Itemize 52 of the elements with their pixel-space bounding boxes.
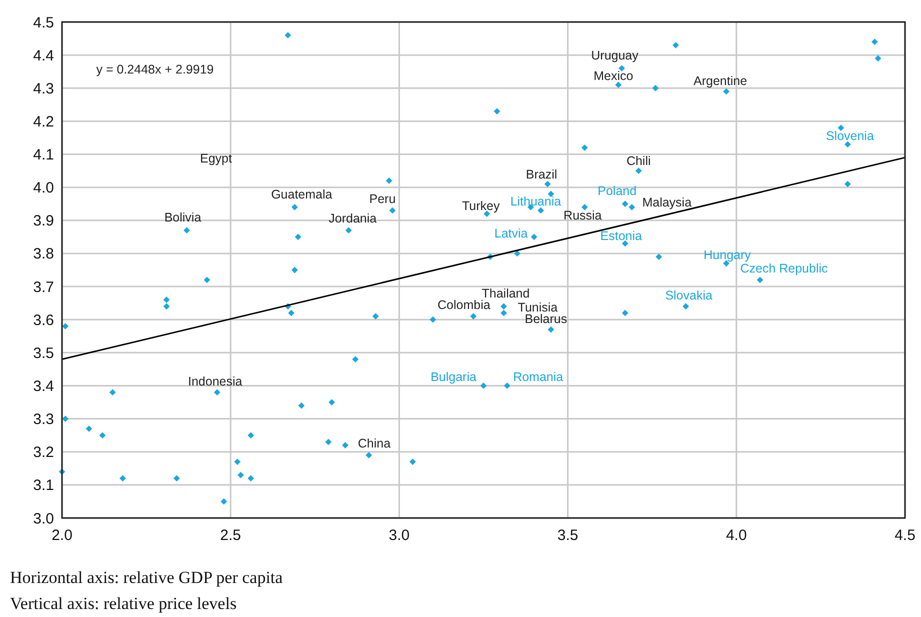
y-tick-label: 4.4	[33, 47, 54, 64]
x-tick-label: 2.0	[52, 527, 72, 544]
annotation: Lithuania	[510, 194, 562, 209]
annotation: Malaysia	[642, 196, 692, 210]
y-tick-label: 3.0	[33, 510, 54, 528]
annotation: Slovenia	[826, 129, 874, 144]
annotation: China	[358, 436, 391, 451]
annotation: Argentine	[694, 74, 748, 88]
annotation: Chili	[626, 154, 651, 168]
annotation: Peru	[369, 192, 396, 206]
annotation: Mexico	[594, 69, 634, 84]
y-tick-label: 3.7	[33, 278, 54, 296]
annotation: Hungary	[704, 248, 752, 262]
y-tick-label: 3.6	[33, 312, 54, 329]
annotation: Indonesia	[188, 374, 242, 389]
annotation: Uruguay	[591, 48, 640, 63]
y-tick-label: 3.2	[33, 444, 54, 462]
annotation: Latvia	[494, 226, 528, 240]
annotation: Czech Republic	[740, 261, 828, 276]
x-tick-label: 3.0	[388, 527, 410, 544]
y-tick-label: 4.5	[33, 14, 54, 32]
annotation: Bolivia	[164, 210, 202, 225]
y-tick-label: 4.1	[33, 146, 54, 164]
y-tick-label: 3.1	[33, 477, 54, 494]
y-tick-label: 4.2	[33, 113, 54, 130]
y-tick-label: 3.5	[33, 344, 54, 362]
annotation: Russia	[564, 208, 602, 223]
annotation: Guatemala	[271, 188, 332, 202]
text: Horizontal axis: relative GDP per capita	[10, 568, 284, 587]
annotation: y = 0.2448x + 2.9919	[96, 62, 214, 76]
y-tick-label: 3.9	[33, 212, 54, 230]
annotation: Egypt	[200, 151, 233, 166]
y-tick-label: 3.8	[33, 246, 54, 263]
y-tick-label: 4.3	[33, 80, 54, 98]
annotation: Poland	[598, 184, 637, 198]
x-tick-label: 2.5	[220, 527, 242, 544]
y-tick-label: 3.4	[33, 378, 54, 395]
text: Vertical axis: relative price levels	[10, 594, 237, 613]
annotation: Tunisia	[518, 300, 558, 314]
x-tick-label: 4.0	[726, 527, 747, 544]
annotation: Belarus	[524, 312, 568, 326]
annotation: Brazil	[526, 167, 558, 182]
annotation: Jordania	[328, 212, 377, 226]
annotation: Slovakia	[665, 288, 712, 303]
x-tick-label: 4.5	[894, 527, 916, 544]
y-tick-label: 4.0	[33, 180, 54, 197]
y-tick-label: 3.3	[33, 411, 54, 428]
annotation: Estonia	[600, 228, 642, 243]
x-tick-label: 3.5	[557, 527, 578, 544]
annotation: Turkey	[462, 199, 500, 214]
annotation: Bulgaria	[430, 370, 476, 384]
annotation: Romania	[513, 370, 564, 384]
